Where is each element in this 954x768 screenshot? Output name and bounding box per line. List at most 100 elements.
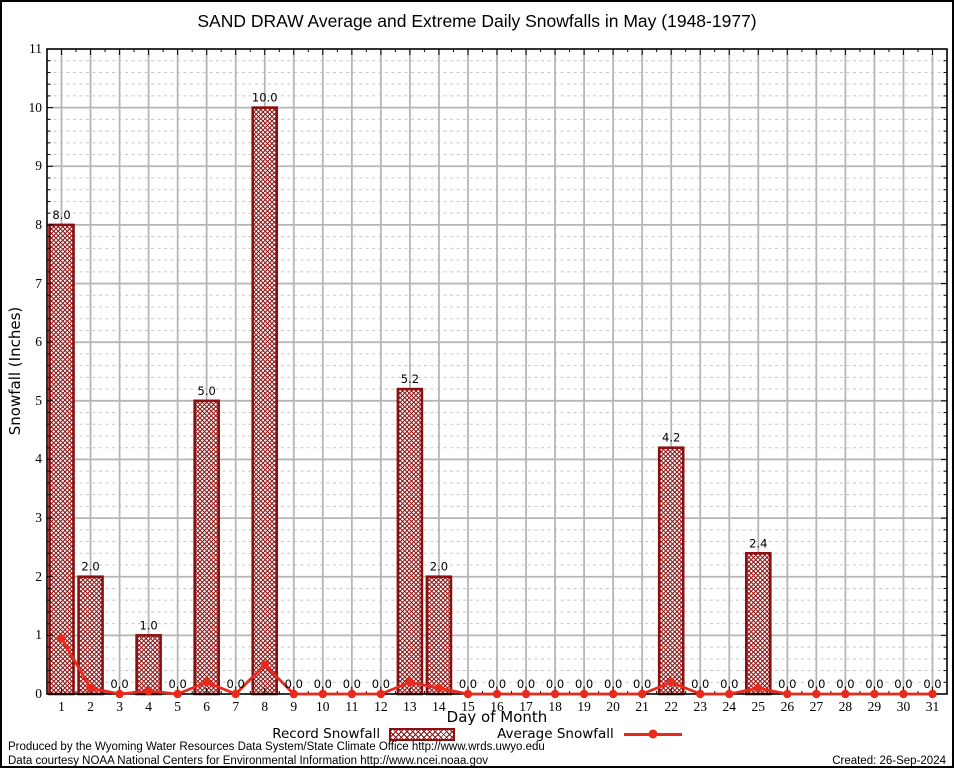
plot-svg: 8.0 2.0 0.0 1.0 0.0 5.0 0.0 10.0 0.0 0.0 0.0 0.0 5.2… bbox=[46, 48, 948, 699]
y-tick-label-10: 10 bbox=[28, 99, 43, 115]
bar-day-14 bbox=[425, 575, 453, 696]
bar-value-label: 0.0 bbox=[894, 677, 912, 691]
x-tick-label-17: 17 bbox=[519, 699, 533, 714]
x-tick-label-10: 10 bbox=[316, 699, 330, 714]
y-tick-label-2: 2 bbox=[35, 568, 42, 584]
x-tick-label-5: 5 bbox=[174, 699, 182, 714]
x-tick-label-29: 29 bbox=[867, 699, 882, 714]
bar-day-22 bbox=[657, 446, 685, 696]
avg-marker-day-27 bbox=[812, 689, 821, 699]
x-tick-label-30: 30 bbox=[896, 699, 911, 714]
avg-marker-day-6 bbox=[202, 678, 211, 687]
y-tick-label-0: 0 bbox=[35, 686, 42, 701]
bar-value-label: 0.0 bbox=[720, 677, 738, 691]
x-tick-label-25: 25 bbox=[751, 699, 766, 714]
legend-average-swatch bbox=[623, 729, 682, 739]
avg-marker-day-3 bbox=[115, 689, 124, 699]
y-tick-label-7: 7 bbox=[35, 275, 42, 291]
bar-value-label: 0.0 bbox=[604, 677, 622, 691]
x-tick-label-31: 31 bbox=[925, 699, 940, 714]
avg-marker-day-18 bbox=[550, 689, 560, 699]
avg-marker-day-13 bbox=[405, 678, 415, 687]
legend-average-label: Average Snowfall bbox=[497, 726, 614, 742]
avg-marker-day-31 bbox=[928, 689, 937, 699]
x-tick-label-4: 4 bbox=[145, 699, 152, 714]
avg-marker-day-10 bbox=[318, 689, 328, 699]
bar-value-label: 0.0 bbox=[633, 677, 651, 691]
avg-marker-day-7 bbox=[231, 689, 240, 699]
avg-marker-day-28 bbox=[841, 689, 850, 699]
bar-day-4 bbox=[135, 634, 162, 696]
avg-marker-day-4 bbox=[144, 686, 153, 696]
bar-value-label: 1.0 bbox=[139, 618, 157, 632]
y-tick-label-4: 4 bbox=[35, 451, 42, 467]
avg-marker-day-11 bbox=[347, 689, 357, 699]
bar-value-label: 0.0 bbox=[575, 677, 593, 691]
y-tick-label-6: 6 bbox=[35, 334, 42, 350]
x-tick-label-8: 8 bbox=[261, 699, 269, 714]
bar-value-label: 0.0 bbox=[459, 677, 477, 691]
x-tick-label-16: 16 bbox=[490, 699, 504, 714]
x-tick-label-24: 24 bbox=[722, 699, 737, 714]
bar-day-13 bbox=[396, 387, 424, 696]
x-tick-label-20: 20 bbox=[606, 699, 620, 714]
avg-marker-day-19 bbox=[579, 689, 589, 699]
footer-data-courtesy: Data courtesy NOAA National Centers for … bbox=[8, 755, 489, 767]
y-axis-title: Snowfall (Inches) bbox=[6, 306, 24, 436]
footer-created-date: Created: 26-Sep-2024 bbox=[832, 755, 946, 767]
avg-marker-day-1 bbox=[57, 634, 66, 643]
x-tick-label-13: 13 bbox=[403, 699, 417, 714]
bar-value-label: 2.4 bbox=[749, 536, 767, 550]
bar-day-1 bbox=[48, 223, 75, 696]
bar-day-8 bbox=[251, 106, 279, 696]
legend-average-marker-icon bbox=[648, 729, 658, 739]
avg-marker-day-24 bbox=[725, 689, 734, 699]
bar-value-label: 8.0 bbox=[52, 208, 70, 222]
x-tick-label-3: 3 bbox=[116, 699, 123, 714]
x-tick-label-11: 11 bbox=[345, 699, 359, 714]
x-tick-label-1: 1 bbox=[58, 699, 65, 714]
footer-row: Data courtesy NOAA National Centers for … bbox=[8, 755, 946, 767]
x-tick-label-19: 19 bbox=[577, 699, 591, 714]
bar-value-label: 2.0 bbox=[81, 560, 99, 574]
bar-value-label: 0.0 bbox=[923, 677, 941, 691]
avg-marker-day-17 bbox=[521, 689, 531, 699]
bar-value-label: 0.0 bbox=[343, 677, 361, 691]
x-tick-label-22: 22 bbox=[664, 699, 678, 714]
avg-marker-day-2 bbox=[86, 683, 95, 693]
avg-marker-day-25 bbox=[754, 683, 763, 693]
bar-value-label: 0.0 bbox=[546, 677, 564, 691]
y-tick-label-9: 9 bbox=[35, 158, 42, 174]
bar-value-label: 0.0 bbox=[865, 677, 883, 691]
avg-marker-day-16 bbox=[492, 689, 502, 699]
avg-marker-day-26 bbox=[783, 689, 792, 699]
bar-value-label: 0.0 bbox=[778, 677, 796, 691]
legend-record-swatch bbox=[389, 727, 456, 741]
bar-value-label: 0.0 bbox=[517, 677, 535, 691]
y-tick-label-3: 3 bbox=[35, 510, 42, 526]
avg-marker-day-12 bbox=[376, 689, 386, 699]
bar-value-label: 5.2 bbox=[401, 372, 419, 386]
x-tick-label-26: 26 bbox=[780, 699, 795, 714]
avg-marker-day-30 bbox=[899, 689, 908, 699]
avg-marker-day-20 bbox=[608, 689, 618, 699]
avg-marker-day-29 bbox=[870, 689, 879, 699]
footer-produced-by: Produced by the Wyoming Water Resources … bbox=[8, 741, 545, 753]
bar-value-label: 10.0 bbox=[252, 91, 278, 105]
x-tick-label-7: 7 bbox=[232, 699, 240, 714]
bar-value-label: 0.0 bbox=[285, 677, 303, 691]
legend-record-label: Record Snowfall bbox=[272, 726, 381, 742]
x-tick-label-23: 23 bbox=[693, 699, 707, 714]
bar-value-label: 0.0 bbox=[691, 677, 709, 691]
bar-day-6 bbox=[193, 399, 220, 696]
x-tick-label-14: 14 bbox=[432, 699, 446, 714]
bar-value-label: 0.0 bbox=[110, 677, 128, 691]
avg-marker-day-15 bbox=[463, 689, 473, 699]
avg-marker-day-5 bbox=[173, 689, 182, 699]
bar-value-label: 0.0 bbox=[836, 677, 854, 691]
x-tick-label-2: 2 bbox=[87, 699, 94, 714]
avg-marker-day-14 bbox=[434, 683, 444, 693]
bar-value-label: 0.0 bbox=[488, 677, 506, 691]
x-tick-label-9: 9 bbox=[290, 699, 298, 714]
